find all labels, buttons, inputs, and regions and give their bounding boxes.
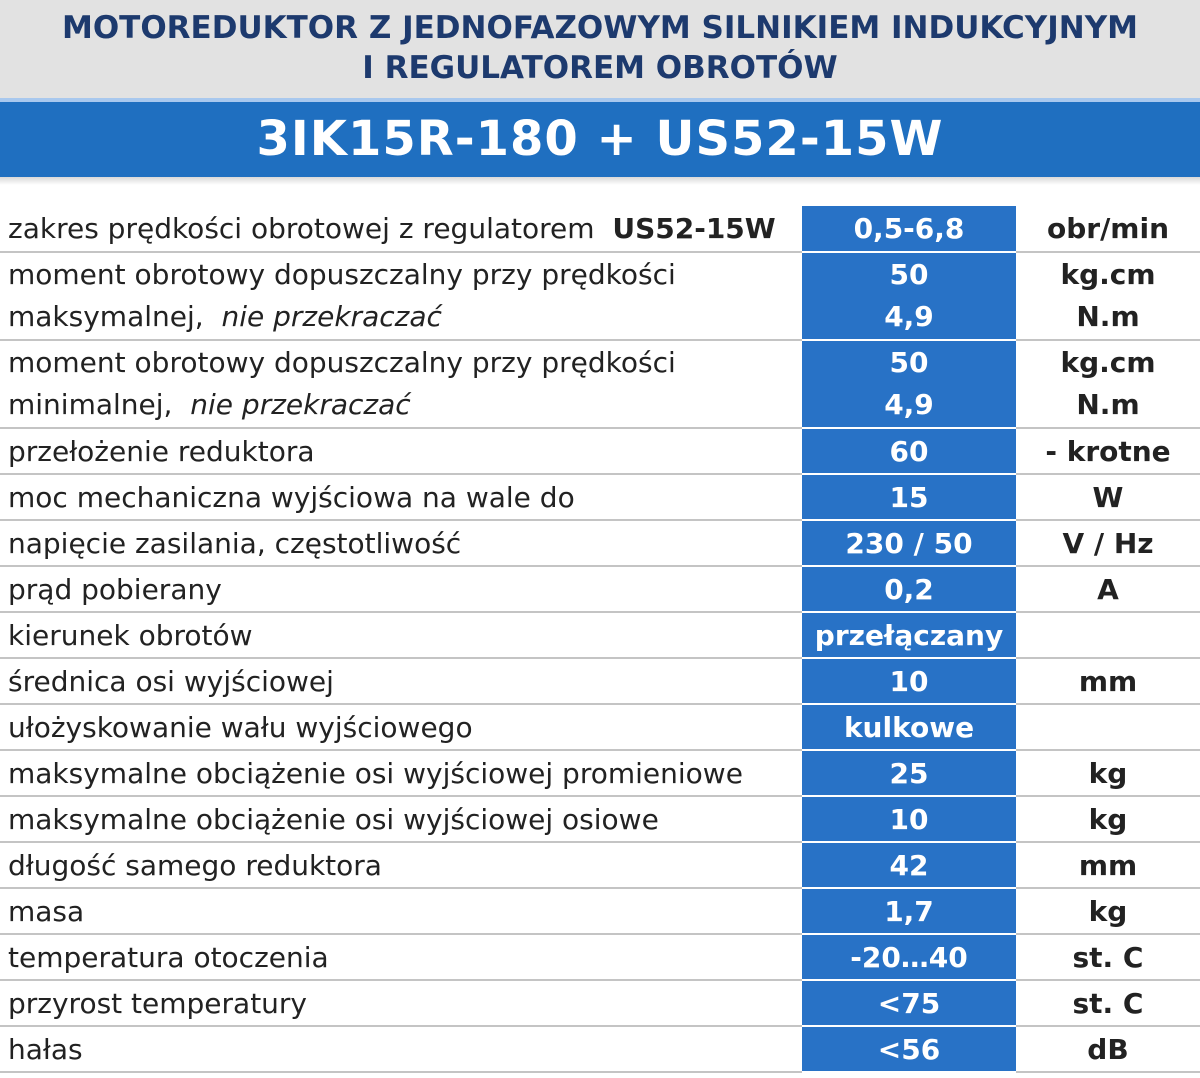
table-row: napięcie zasilania, częstotliwość 230 / … bbox=[0, 520, 1200, 567]
spec-label: moment obrotowy dopuszczalny przy prędko… bbox=[0, 340, 802, 429]
table-row: długość samego reduktora 42 mm bbox=[0, 842, 1200, 889]
spec-unit: A bbox=[1016, 566, 1200, 613]
spec-value: 230 / 50 bbox=[802, 520, 1016, 567]
spec-table: zakres prędkości obrotowej z regulatorem… bbox=[0, 206, 1200, 1073]
spec-label: napięcie zasilania, częstotliwość bbox=[0, 520, 802, 567]
spec-unit bbox=[1016, 612, 1200, 659]
table-row: hałas <56 dB bbox=[0, 1026, 1200, 1073]
spec-value: 0,5-6,8 bbox=[802, 206, 1016, 253]
table-row: moc mechaniczna wyjściowa na wale do 15 … bbox=[0, 474, 1200, 521]
spec-unit: mm bbox=[1016, 842, 1200, 889]
spec-label: kierunek obrotów bbox=[0, 612, 802, 659]
table-row: moment obrotowy dopuszczalny przy prędko… bbox=[0, 252, 1200, 341]
spec-value: 10 bbox=[802, 658, 1016, 705]
spec-value: -20…40 bbox=[802, 934, 1016, 981]
header-divider bbox=[0, 98, 1200, 102]
spec-unit: W bbox=[1016, 474, 1200, 521]
spec-unit: st. C bbox=[1016, 980, 1200, 1027]
spec-value: 15 bbox=[802, 474, 1016, 521]
model-title: 3IK15R-180 + US52-15W bbox=[0, 102, 1200, 177]
spec-label: przyrost temperatury bbox=[0, 980, 802, 1027]
header-title: MOTOREDUKTOR Z JEDNOFAZOWYM SILNIKIEM IN… bbox=[0, 0, 1200, 98]
title-line-2: I REGULATOREM OBROTÓW bbox=[362, 50, 838, 86]
spec-value: 42 bbox=[802, 842, 1016, 889]
table-row: zakres prędkości obrotowej z regulatorem… bbox=[0, 206, 1200, 253]
spec-label: masa bbox=[0, 888, 802, 935]
spec-value: 1,7 bbox=[802, 888, 1016, 935]
spec-unit bbox=[1016, 704, 1200, 751]
table-row: ułożyskowanie wału wyjściowego kulkowe bbox=[0, 704, 1200, 751]
table-row: prąd pobierany 0,2 A bbox=[0, 566, 1200, 613]
spec-value: 0,2 bbox=[802, 566, 1016, 613]
table-row: masa 1,7 kg bbox=[0, 888, 1200, 935]
table-row: przełożenie reduktora 60 - krotne bbox=[0, 428, 1200, 475]
spec-label: maksymalne obciążenie osi wyjściowej pro… bbox=[0, 750, 802, 797]
spec-value: 60 bbox=[802, 428, 1016, 475]
spec-value: 50 4,9 bbox=[802, 340, 1016, 429]
table-row: przyrost temperatury <75 st. C bbox=[0, 980, 1200, 1027]
table-row: średnica osi wyjściowej 10 mm bbox=[0, 658, 1200, 705]
spec-label: przełożenie reduktora bbox=[0, 428, 802, 475]
spec-value: 25 bbox=[802, 750, 1016, 797]
spec-label: ułożyskowanie wału wyjściowego bbox=[0, 704, 802, 751]
spec-label: hałas bbox=[0, 1026, 802, 1073]
title-line-1: MOTOREDUKTOR Z JEDNOFAZOWYM SILNIKIEM IN… bbox=[61, 10, 1139, 46]
table-row: maksymalne obciążenie osi wyjściowej pro… bbox=[0, 750, 1200, 797]
spec-unit: kg bbox=[1016, 796, 1200, 843]
spec-label: długość samego reduktora bbox=[0, 842, 802, 889]
spec-unit: obr/min bbox=[1016, 206, 1200, 253]
spec-unit: st. C bbox=[1016, 934, 1200, 981]
spec-unit: dB bbox=[1016, 1026, 1200, 1073]
spec-unit: kg bbox=[1016, 888, 1200, 935]
spec-value: <75 bbox=[802, 980, 1016, 1027]
spec-label: prąd pobierany bbox=[0, 566, 802, 613]
table-row: moment obrotowy dopuszczalny przy prędko… bbox=[0, 340, 1200, 429]
spec-unit: - krotne bbox=[1016, 428, 1200, 475]
spec-label: maksymalne obciążenie osi wyjściowej osi… bbox=[0, 796, 802, 843]
spec-unit: kg.cm N.m bbox=[1016, 340, 1200, 429]
spec-label: średnica osi wyjściowej bbox=[0, 658, 802, 705]
spec-value: 50 4,9 bbox=[802, 252, 1016, 341]
spec-value: przełączany bbox=[802, 612, 1016, 659]
spec-unit: mm bbox=[1016, 658, 1200, 705]
spec-label: moment obrotowy dopuszczalny przy prędko… bbox=[0, 252, 802, 341]
header-shadow bbox=[0, 177, 1200, 185]
spec-unit: kg bbox=[1016, 750, 1200, 797]
spec-unit: V / Hz bbox=[1016, 520, 1200, 567]
spec-label: zakres prędkości obrotowej z regulatorem… bbox=[0, 206, 802, 253]
table-row: kierunek obrotów przełączany bbox=[0, 612, 1200, 659]
table-row: temperatura otoczenia -20…40 st. C bbox=[0, 934, 1200, 981]
table-row: maksymalne obciążenie osi wyjściowej osi… bbox=[0, 796, 1200, 843]
spec-value: <56 bbox=[802, 1026, 1016, 1073]
spec-label: moc mechaniczna wyjściowa na wale do bbox=[0, 474, 802, 521]
spec-value: kulkowe bbox=[802, 704, 1016, 751]
spec-label: temperatura otoczenia bbox=[0, 934, 802, 981]
regulator-model: US52-15W bbox=[612, 212, 776, 245]
spec-value: 10 bbox=[802, 796, 1016, 843]
spec-unit: kg.cm N.m bbox=[1016, 252, 1200, 341]
